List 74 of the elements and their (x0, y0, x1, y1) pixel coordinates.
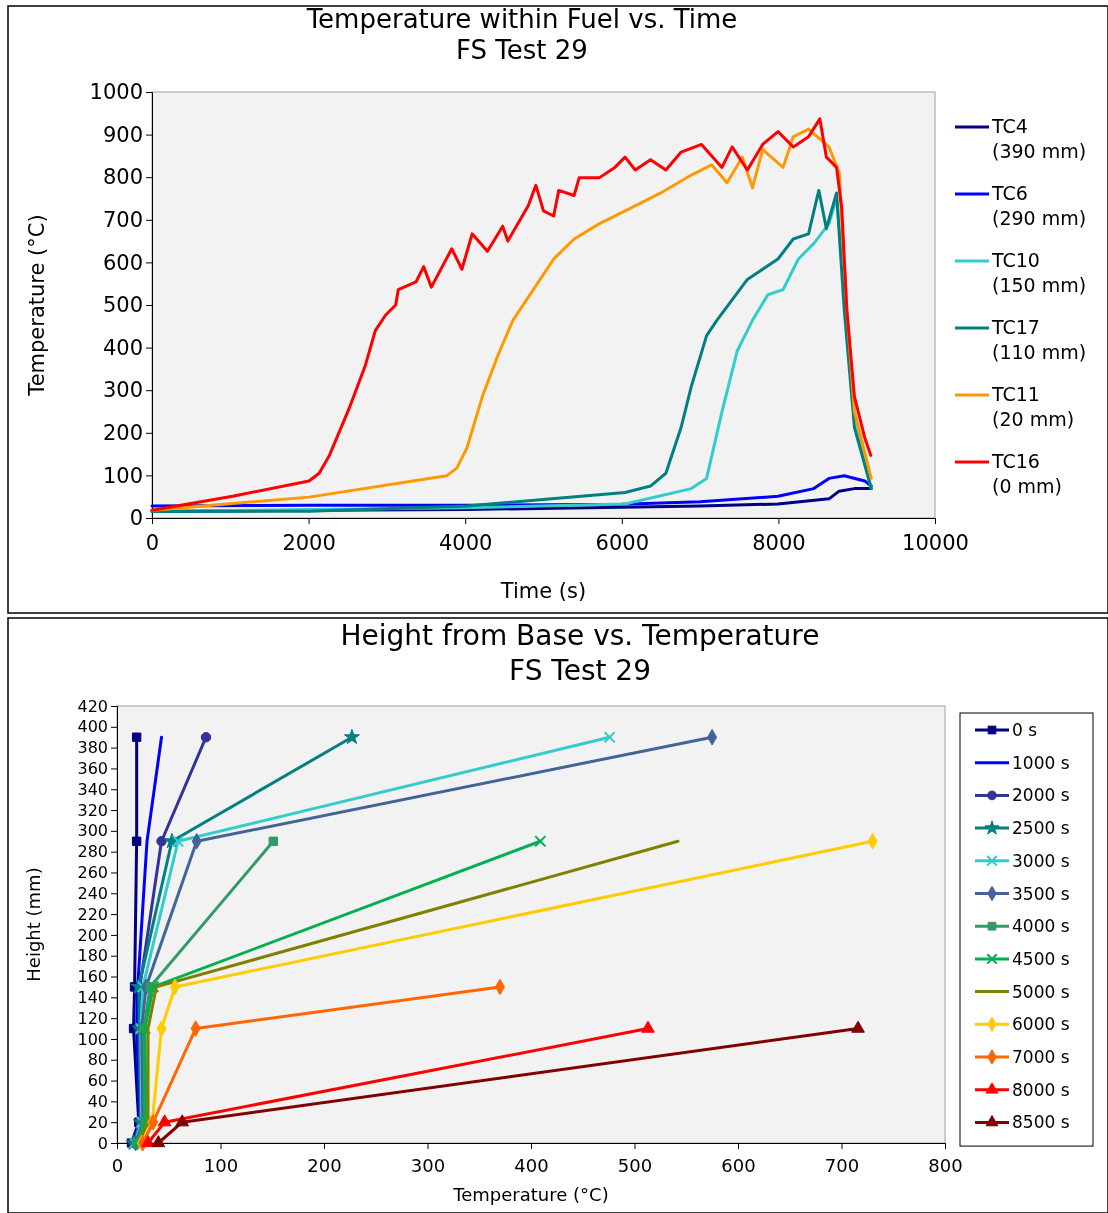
y-tick-label: 220 (77, 904, 108, 924)
legend-label: 7000 s (1012, 1047, 1070, 1067)
legend-label: TC6 (290 mm) (991, 182, 1087, 229)
legend-label: 1000 s (1012, 752, 1070, 773)
chart-title: Temperature within Fuel vs. Time (305, 4, 738, 34)
x-tick-label: 500 (617, 1154, 653, 1176)
y-tick-label: 900 (102, 122, 143, 147)
y-tick-label: 300 (77, 821, 108, 841)
y-tick-label: 700 (102, 208, 143, 233)
y-tick-label: 0 (97, 1133, 108, 1153)
y-tick-label: 80 (87, 1050, 108, 1070)
legend-label: TC16 (0 mm) (991, 450, 1062, 497)
legend-label: 2000 s (1012, 785, 1070, 806)
x-tick-label: 200 (307, 1154, 342, 1176)
y-tick-label: 280 (77, 842, 108, 862)
legend-label: 6000 s (1012, 1014, 1070, 1035)
x-tick-label: 300 (410, 1154, 446, 1176)
y-tick-label: 400 (102, 335, 143, 360)
x-tick-label: 400 (514, 1154, 549, 1176)
y-tick-label: 60 (87, 1071, 108, 1091)
legend-label: 2500 s (1012, 818, 1070, 839)
y-tick-label: 340 (77, 779, 108, 799)
x-tick-label: 700 (824, 1154, 860, 1176)
x-tick-label: 600 (721, 1154, 756, 1176)
x-tick-label: 4000 (438, 531, 493, 556)
chart-subtitle: FS Test 29 (509, 654, 651, 687)
y-tick-label: 100 (77, 1029, 108, 1049)
x-axis-title: Time (s) (499, 579, 587, 603)
legend-label: 0 s (1012, 720, 1038, 740)
y-tick-label: 320 (77, 800, 108, 820)
y-tick-label: 800 (102, 165, 143, 190)
x-axis-title: Temperature (°C) (452, 1184, 609, 1205)
chart-title: Height from Base vs. Temperature (340, 619, 820, 652)
legend-label: 3500 s (1012, 883, 1070, 904)
y-tick-label: 200 (77, 925, 108, 945)
y-tick-label: 140 (77, 987, 108, 1007)
x-tick-label: 2000 (282, 531, 336, 556)
x-tick-label: 800 (928, 1154, 963, 1176)
x-tick-label: 8000 (752, 531, 806, 556)
legend-label: TC11 (20 mm) (991, 383, 1075, 430)
chart-subtitle: FS Test 29 (456, 35, 588, 65)
y-tick-label: 600 (102, 250, 143, 275)
y-tick-label: 200 (102, 421, 143, 446)
x-tick-label: 100 (203, 1154, 239, 1176)
y-tick-label: 100 (102, 463, 143, 488)
y-tick-label: 180 (77, 946, 108, 966)
y-tick-label: 500 (102, 293, 143, 318)
legend-label: 8000 s (1012, 1079, 1070, 1100)
y-tick-label: 120 (77, 1008, 108, 1028)
legend-label: 3000 s (1012, 850, 1070, 871)
legend-label: 4500 s (1012, 948, 1070, 969)
y-tick-label: 160 (77, 967, 108, 987)
legend-label: 4000 s (1012, 916, 1070, 937)
legend-label: 5000 s (1012, 981, 1070, 1002)
y-tick-label: 0 (129, 506, 143, 531)
y-tick-label: 400 (77, 717, 108, 737)
y-tick-label: 420 (77, 696, 108, 716)
y-tick-label: 300 (102, 378, 143, 403)
x-tick-label: 6000 (595, 531, 650, 556)
legend-label: TC10 (150 mm) (991, 249, 1087, 296)
y-tick-label: 380 (77, 738, 108, 758)
y-tick-label: 1000 (89, 80, 143, 105)
y-axis-title: Temperature (°C) (25, 214, 49, 397)
y-tick-label: 20 (87, 1112, 108, 1132)
y-axis-title: Height (mm) (23, 867, 44, 982)
x-tick-label: 10000 (902, 531, 969, 556)
legend-label: TC17 (110 mm) (991, 316, 1087, 363)
y-tick-label: 240 (77, 883, 108, 903)
y-tick-label: 260 (77, 863, 108, 883)
x-tick-label: 0 (145, 531, 160, 556)
y-tick-label: 40 (87, 1092, 108, 1111)
legend-label: 8500 s (1012, 1112, 1070, 1133)
legend-label: TC4 (390 mm) (991, 115, 1087, 162)
y-tick-label: 360 (77, 759, 108, 779)
